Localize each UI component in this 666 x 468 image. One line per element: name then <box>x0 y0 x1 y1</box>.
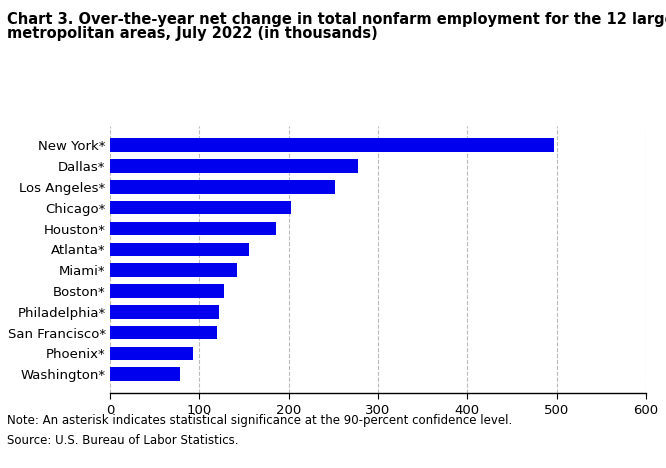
Bar <box>110 367 180 381</box>
Bar <box>110 222 276 235</box>
Bar <box>110 326 217 339</box>
Text: Source: U.S. Bureau of Labor Statistics.: Source: U.S. Bureau of Labor Statistics. <box>7 434 238 447</box>
Bar <box>110 139 554 152</box>
Bar <box>110 305 219 319</box>
Bar <box>110 263 237 277</box>
Bar <box>110 159 358 173</box>
Text: Note: An asterisk indicates statistical significance at the 90-percent confidenc: Note: An asterisk indicates statistical … <box>7 414 512 427</box>
Bar <box>110 180 335 194</box>
Bar <box>110 284 224 298</box>
Bar <box>110 242 249 256</box>
Text: metropolitan areas, July 2022 (in thousands): metropolitan areas, July 2022 (in thousa… <box>7 26 378 41</box>
Bar <box>110 201 291 214</box>
Text: Chart 3. Over-the-year net change in total nonfarm employment for the 12 largest: Chart 3. Over-the-year net change in tot… <box>7 12 666 27</box>
Bar <box>110 347 193 360</box>
